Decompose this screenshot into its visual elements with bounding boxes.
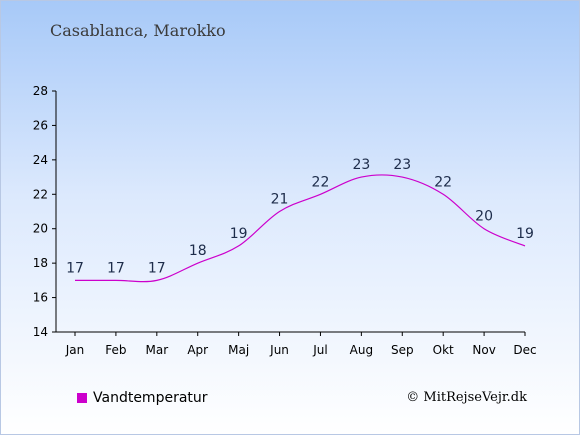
data-label: 22 xyxy=(434,174,452,190)
chart-axes xyxy=(52,90,526,336)
legend-swatch xyxy=(77,393,87,403)
y-tick-label: 26 xyxy=(33,118,48,132)
data-label: 19 xyxy=(230,226,248,242)
credit: © MitRejseVejr.dk xyxy=(406,390,527,405)
data-label: 17 xyxy=(66,260,84,276)
x-tick-label: Apr xyxy=(187,343,208,357)
x-tick-label: Sep xyxy=(391,343,414,357)
y-tick-label: 14 xyxy=(33,325,48,339)
x-tick-label: Feb xyxy=(105,343,126,357)
x-tick-label: Maj xyxy=(228,343,249,357)
chart-title: Casablanca, Marokko xyxy=(50,21,226,40)
data-label: 22 xyxy=(312,174,330,190)
data-label: 23 xyxy=(352,157,370,173)
x-tick-label: Jul xyxy=(312,343,327,357)
data-label: 23 xyxy=(393,157,411,173)
x-tick-label: Jan xyxy=(65,343,85,357)
data-label: 17 xyxy=(107,260,125,276)
y-tick-label: 28 xyxy=(33,84,48,98)
x-tick-label: Aug xyxy=(350,343,373,357)
y-tick-label: 18 xyxy=(33,256,48,270)
x-tick-label: Dec xyxy=(513,343,536,357)
y-tick-label: 24 xyxy=(33,153,48,167)
data-labels: 17 17 17 18 19 21 22 23 23 22 20 19 xyxy=(66,157,534,276)
data-label: 21 xyxy=(271,192,289,208)
data-label: 18 xyxy=(189,243,207,259)
y-tick-label: 16 xyxy=(33,291,48,305)
line-chart: 14 16 18 20 22 24 26 28 Jan Feb Mar Apr Maj Jun Jul Au… xyxy=(33,84,537,357)
data-label: 20 xyxy=(475,209,493,225)
y-tick-labels: 14 16 18 20 22 24 26 28 xyxy=(33,84,48,339)
x-tick-label: Okt xyxy=(433,343,454,357)
x-tick-label: Nov xyxy=(472,343,495,357)
series-line-vandtemperatur xyxy=(74,174,526,283)
y-tick-label: 22 xyxy=(33,187,48,201)
y-tick-label: 20 xyxy=(33,222,48,236)
legend-label: Vandtemperatur xyxy=(93,390,208,406)
x-tick-label: Jun xyxy=(269,343,289,357)
data-label: 17 xyxy=(148,260,166,276)
data-label: 19 xyxy=(516,226,534,242)
x-tick-label: Mar xyxy=(145,343,168,357)
legend: Vandtemperatur xyxy=(77,390,208,406)
x-tick-labels: Jan Feb Mar Apr Maj Jun Jul Aug Sep Okt Nov Dec xyxy=(65,343,537,357)
